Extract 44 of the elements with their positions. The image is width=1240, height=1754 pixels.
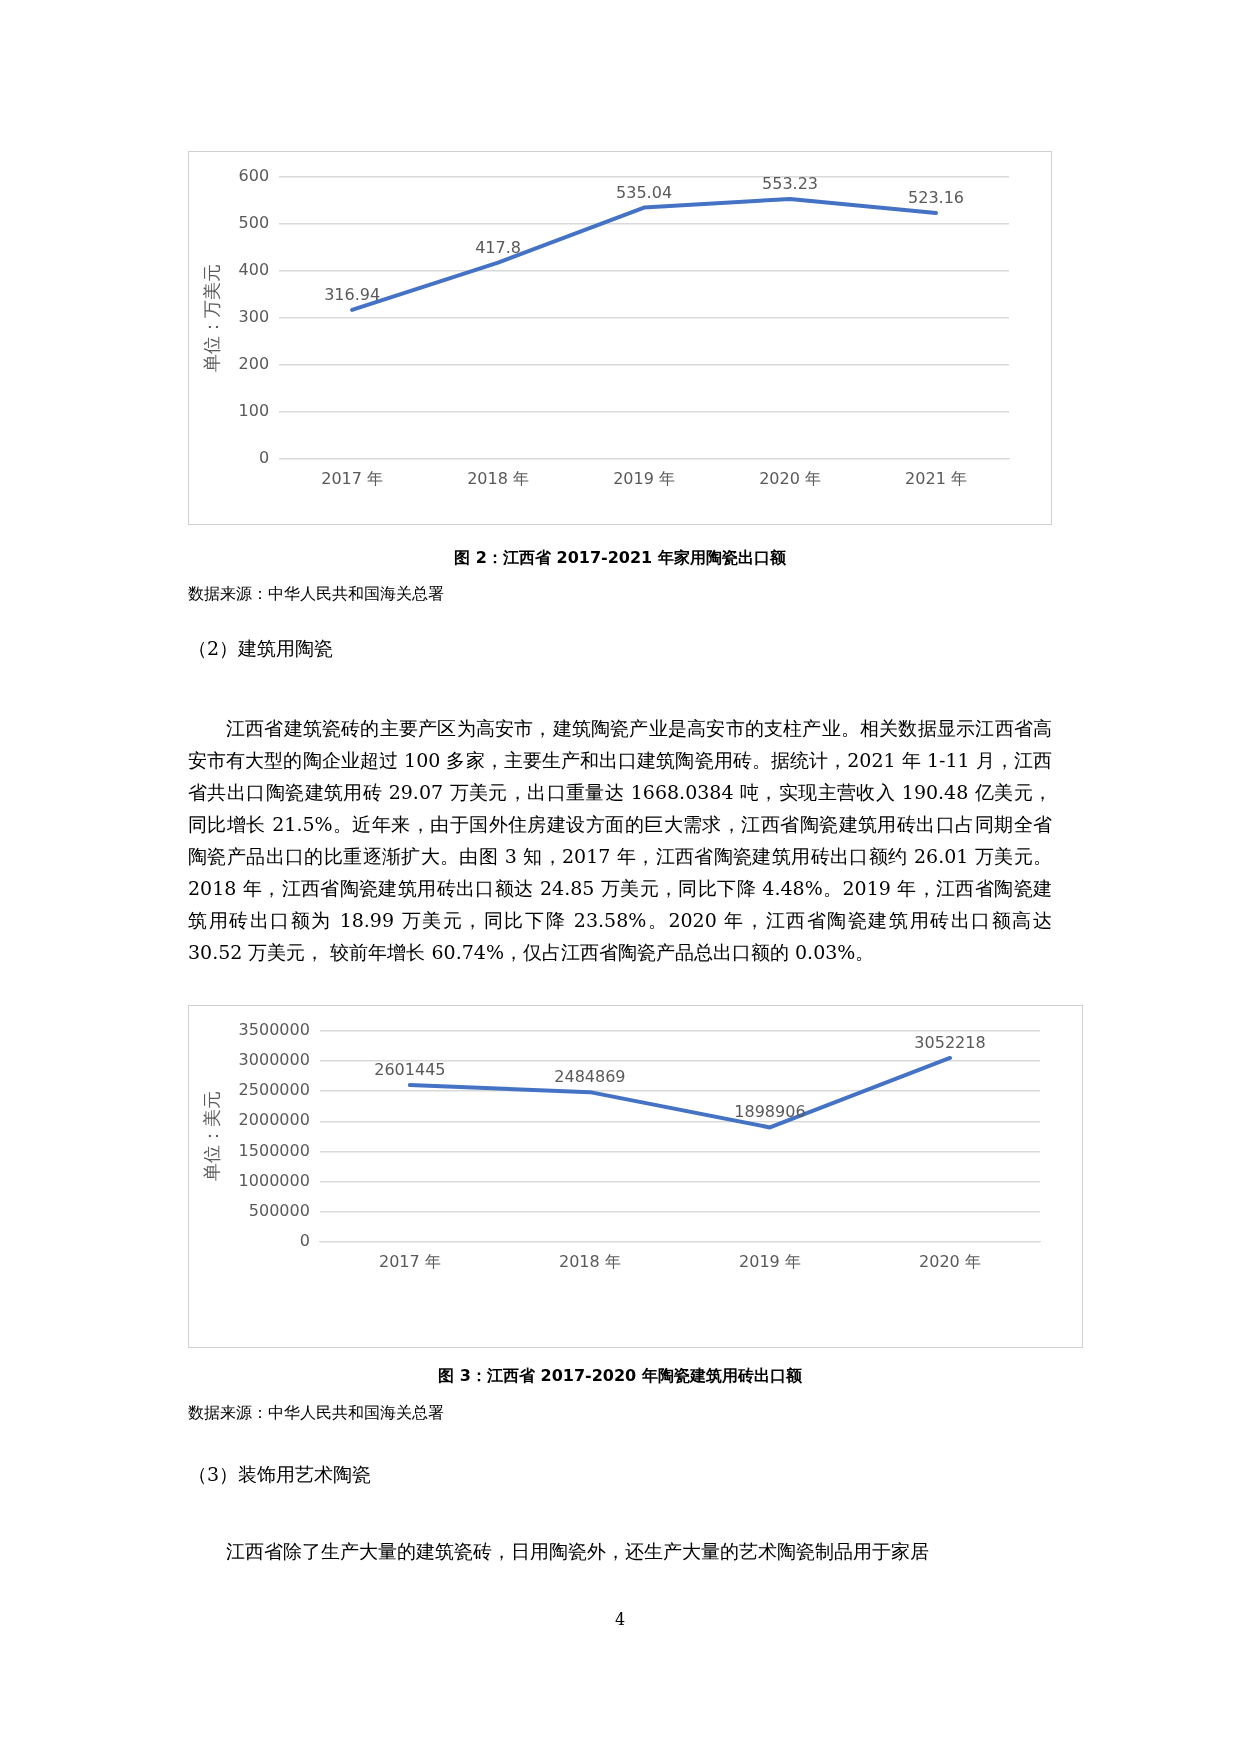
data-label: 417.8 [475, 237, 521, 257]
x-tick-label: 2018 年 [467, 468, 529, 488]
y-tick-label: 100 [238, 400, 270, 420]
text: （3）装饰用艺术陶瓷 [188, 1462, 373, 1487]
text: 江西省建筑瓷砖的主要产区为高安市，建筑陶瓷产业是高安市的支柱产业。相关数据显示江西省高安市有大型的陶企业超过 100 多家，主要生产和出口建筑陶瓷用砖。据统计，2021 年 1-11 月，江西省共出口陶瓷建筑用砖 29.07 万美元，出口重量达 1668.0384 吨，实现主营收入 190.48 亿美元，同比增长 21.5%。近年来，由于国外住房建设方面的巨大需求，江西省陶瓷建筑用砖出口占同期全省陶瓷产品出口的比重逐渐扩大。由图 3 知，2017 年，江西省陶瓷建筑用砖出口额约 26.01 万美元。2018 年，江西省陶瓷建筑用砖出口额达 24.85 万美元，同比下降 4.48%。2019 年，江西省陶瓷建筑用砖出口额为 18.99 万美元，同比下降 23.58%。2020 年，江西省陶瓷建筑用砖出口额高达 30.52 万美元， 较前年增长 60.74%，仅占江西省陶瓷产品总出口额的 0.03%。 [188, 716, 1052, 965]
y-tick-label: 3500000 [238, 1020, 310, 1040]
data-label: 1898906 [734, 1102, 806, 1122]
text: 江西省除了生产大量的建筑瓷砖，日用陶瓷外，还生产大量的艺术陶瓷制品用于家居 [225, 1539, 930, 1564]
data-label: 523.16 [908, 188, 965, 208]
data-label: 316.94 [324, 284, 381, 304]
data-label: 553.23 [762, 173, 819, 193]
data-label: 535.04 [616, 182, 673, 202]
y-tick-label: 1000000 [238, 1170, 310, 1190]
y-tick-label: 200 [238, 354, 270, 374]
y-tick-label: 2000000 [238, 1110, 310, 1130]
source-note: 数据来源：中华人民共和国海关总署 [188, 583, 445, 605]
text: （2）建筑用陶瓷 [188, 636, 335, 661]
x-tick-label: 2019 年 [613, 468, 675, 488]
y-tick-label: 600 [238, 166, 270, 186]
x-tick-label: 2020 年 [759, 468, 821, 488]
y-axis-title: 单位：万美元 [201, 263, 223, 372]
y-tick-label: 300 [238, 307, 270, 327]
x-tick-label: 2019 年 [739, 1251, 801, 1271]
data-label: 3052218 [914, 1032, 986, 1052]
x-tick-label: 2021 年 [905, 468, 967, 488]
text: 图 3：江西省 2017-2020 年陶瓷建筑用砖出口额 [437, 1366, 803, 1387]
text: 图 2：江西省 2017-2021 年家用陶瓷出口额 [453, 548, 787, 569]
y-tick-label: 3000000 [238, 1050, 310, 1070]
x-tick-label: 2018 年 [559, 1251, 621, 1271]
data-label: 2601445 [374, 1060, 446, 1080]
y-tick-label: 500000 [248, 1200, 310, 1220]
y-tick-label: 0 [258, 447, 270, 467]
y-tick-label: 1500000 [238, 1140, 310, 1160]
x-tick-label: 2017 年 [378, 1251, 441, 1271]
data-label: 2484869 [554, 1067, 626, 1087]
text: 4 [613, 1609, 627, 1631]
y-axis-title: 单位：美元 [201, 1091, 223, 1182]
y-tick-label: 2500000 [238, 1080, 310, 1100]
y-tick-label: 400 [238, 260, 270, 280]
x-tick-label: 2017 年 [321, 468, 384, 488]
y-tick-label: 0 [299, 1230, 310, 1250]
y-tick-label: 500 [238, 213, 270, 233]
x-tick-label: 2020 年 [919, 1251, 981, 1271]
source-note: 数据来源：中华人民共和国海关总署 [188, 1402, 445, 1424]
